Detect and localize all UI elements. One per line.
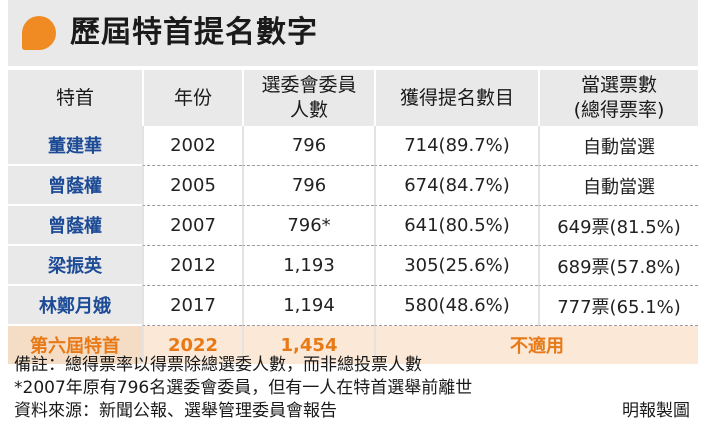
cell-votes: 自動當選	[538, 166, 698, 206]
title-bar: 歷屆特首提名數字	[8, 0, 698, 66]
cell-name: 曾蔭權	[8, 166, 142, 206]
cell-name: 董建華	[8, 126, 142, 166]
cell-nominations: 641(80.5%)	[374, 206, 538, 246]
cell-votes: 777票(65.1%)	[538, 286, 698, 326]
cell-votes: 689票(57.8%)	[538, 246, 698, 286]
cell-year: 2012	[142, 246, 242, 286]
cell-not-applicable: 不適用	[374, 326, 698, 364]
table-row: 董建華 2002 796 714(89.7%) 自動當選	[8, 126, 698, 166]
cell-members: 796	[242, 126, 374, 166]
remark-note: 備註：總得票率以得票除總選委人數，而非總投票人數	[14, 355, 422, 375]
cell-members: 1,194	[242, 286, 374, 326]
cell-nominations: 305(25.6%)	[374, 246, 538, 286]
table-row: 梁振英 2012 1,193 305(25.6%) 689票(57.8%)	[8, 246, 698, 286]
table-row: 林鄭月娥 2017 1,194 580(48.6%) 777票(65.1%)	[8, 286, 698, 326]
cell-year: 2007	[142, 206, 242, 246]
source-note: 資料來源：新聞公報、選舉管理委員會報告	[14, 401, 337, 421]
nomination-table: 特首 年份 選委會委員 人數 獲得提名數目 當選票數 (總得票率) 董建華 20…	[8, 70, 698, 364]
table-header-row: 特首 年份 選委會委員 人數 獲得提名數目 當選票數 (總得票率)	[8, 70, 698, 126]
cell-votes: 自動當選	[538, 126, 698, 166]
cell-name: 第六屆特首	[8, 326, 142, 364]
table-row: 曾蔭權 2005 796 674(84.7%) 自動當選	[8, 166, 698, 206]
cell-name: 曾蔭權	[8, 206, 142, 246]
highlight-row: 第六屆特首 2022 1,454 不適用	[8, 326, 698, 364]
cell-name: 林鄭月娥	[8, 286, 142, 326]
graphic-credit: 明報製圖	[622, 401, 690, 421]
notes: 備註：總得票率以得票除總選委人數，而非總投票人數 *2007年原有796名選委會…	[14, 354, 694, 423]
table-row: 曾蔭權 2007 796* 641(80.5%) 649票(81.5%)	[8, 206, 698, 246]
header-votes: 當選票數 (總得票率)	[538, 70, 698, 126]
cell-year: 2005	[142, 166, 242, 206]
page-title: 歷屆特首提名數字	[70, 15, 318, 50]
cell-members: 1,193	[242, 246, 374, 286]
cell-name: 梁振英	[8, 246, 142, 286]
cell-year: 2002	[142, 126, 242, 166]
cell-members: 1,454	[242, 326, 374, 364]
cell-members: 796*	[242, 206, 374, 246]
cell-members: 796	[242, 166, 374, 206]
header-nominations: 獲得提名數目	[374, 70, 538, 126]
header-chief-executive: 特首	[8, 70, 142, 126]
header-year: 年份	[142, 70, 242, 126]
cell-nominations: 674(84.7%)	[374, 166, 538, 206]
cell-year: 2022	[142, 326, 242, 364]
cell-year: 2017	[142, 286, 242, 326]
cell-nominations: 580(48.6%)	[374, 286, 538, 326]
cell-votes: 649票(81.5%)	[538, 206, 698, 246]
footnote: *2007年原有796名選委會委員，但有一人在特首選舉前離世	[14, 378, 473, 398]
speech-bubble-icon	[22, 16, 56, 50]
header-committee-members: 選委會委員 人數	[242, 70, 374, 126]
cell-nominations: 714(89.7%)	[374, 126, 538, 166]
